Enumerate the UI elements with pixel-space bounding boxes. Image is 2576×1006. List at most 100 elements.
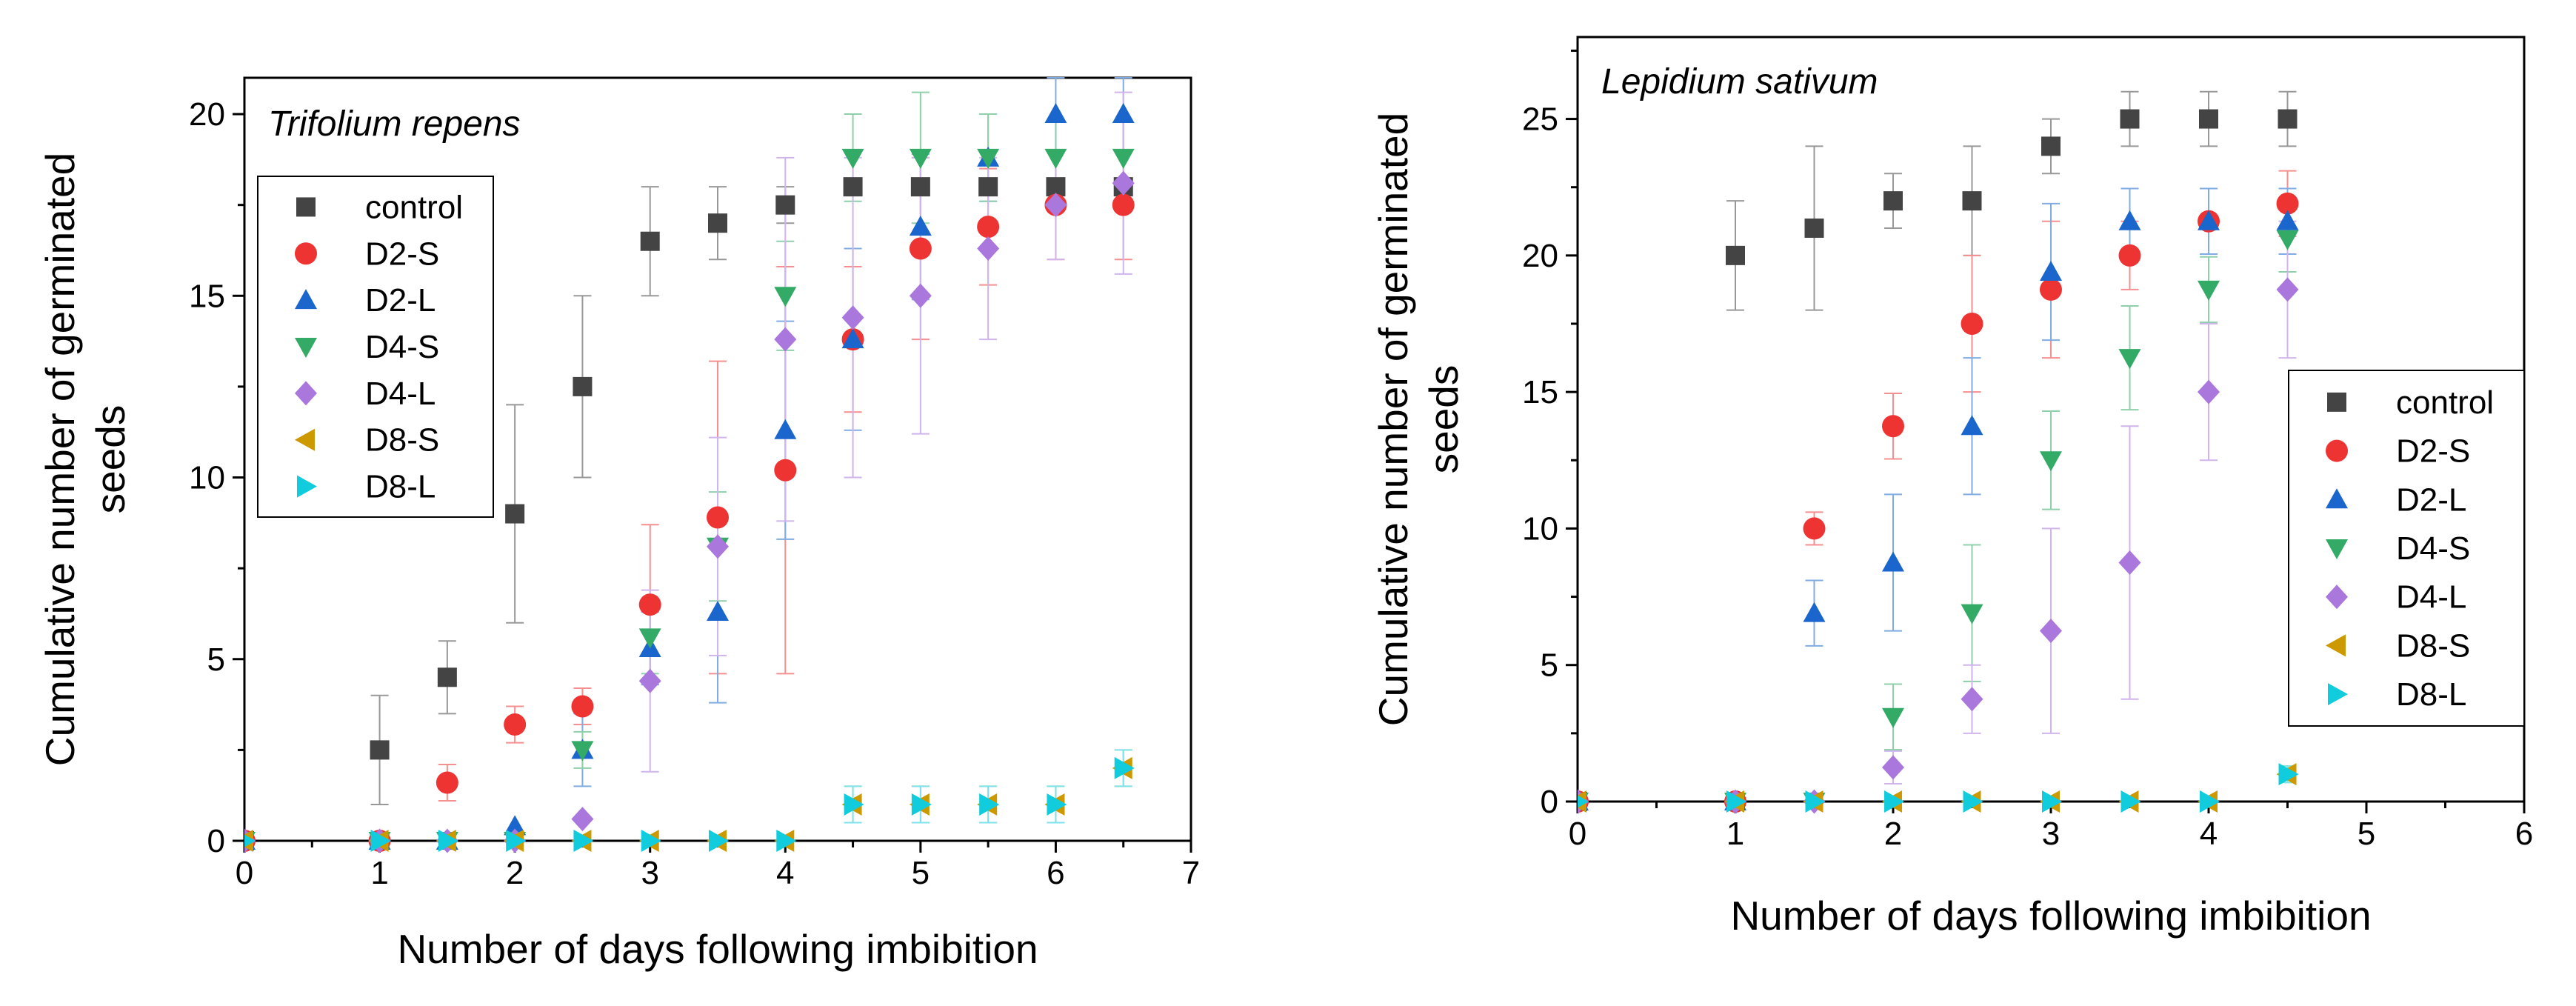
data-point <box>638 593 661 616</box>
legend-item: D8-S <box>2326 627 2470 664</box>
data-point <box>1803 517 1826 540</box>
data-point <box>709 830 729 852</box>
data-point <box>841 305 864 330</box>
data-point <box>977 236 1000 262</box>
data-point <box>370 830 391 852</box>
data-point <box>370 740 390 760</box>
data-point <box>909 283 932 308</box>
data-point <box>979 793 1000 816</box>
data-point <box>1961 604 1983 624</box>
series-D8-S <box>1578 763 2297 813</box>
legend-item: D8-L <box>2328 676 2466 713</box>
legend-item: D8-L <box>297 469 436 505</box>
y-axis-label-line-1: Cumulative number of germinated <box>37 153 83 766</box>
y-tick-label: 10 <box>189 460 225 496</box>
data-point <box>909 237 932 260</box>
legend-item: D2-S <box>295 236 439 272</box>
legend-label: D8-S <box>365 422 439 459</box>
legend-label: D4-S <box>2396 530 2470 567</box>
x-tick-label: 2 <box>1884 816 1902 852</box>
data-point <box>573 376 593 396</box>
y-axis-label-line-1: Cumulative number of germinated <box>1370 113 1416 726</box>
data-point <box>638 668 661 693</box>
legend-marker <box>295 381 317 406</box>
legend-item: D2-L <box>2326 482 2466 518</box>
data-point <box>977 216 1000 239</box>
data-point <box>504 815 527 836</box>
data-point <box>774 287 797 307</box>
error-bars-D4-S <box>1884 205 2297 750</box>
legend-marker <box>295 289 317 310</box>
x-tick-label: 3 <box>641 855 658 891</box>
y-tick-label: 20 <box>1522 238 1558 274</box>
data-point <box>1044 148 1067 169</box>
data-point <box>2276 277 2299 302</box>
data-point <box>1882 707 1904 728</box>
data-point <box>1883 191 1903 211</box>
y-tick-label: 0 <box>207 823 225 859</box>
data-point <box>2042 790 2062 813</box>
x-tick-label: 1 <box>1726 816 1744 852</box>
legend-item: D4-L <box>295 376 436 412</box>
legend-label: D4-S <box>365 329 439 365</box>
y-tick-label: 5 <box>1541 647 1558 684</box>
data-point <box>2278 763 2299 786</box>
data-point <box>1112 170 1135 196</box>
data-point <box>2199 109 2218 129</box>
data-point <box>774 459 797 482</box>
chart-title: Lepidium sativum <box>1601 62 1878 101</box>
series-D2-L <box>1578 210 2299 810</box>
data-point <box>909 148 932 169</box>
data-point <box>708 213 727 233</box>
y-axis-label-line-2: seeds <box>87 405 133 514</box>
x-tick-label: 1 <box>370 855 388 891</box>
data-point <box>505 504 525 524</box>
data-point <box>2200 790 2220 813</box>
data-point <box>707 506 729 529</box>
x-tick-label: 2 <box>506 855 524 891</box>
legend-label: D4-L <box>2396 579 2466 616</box>
legend-item: D4-L <box>2326 579 2466 616</box>
data-point <box>244 834 256 847</box>
data-point <box>1882 415 1904 438</box>
legend-item: D2-L <box>295 282 436 319</box>
data-point <box>437 667 457 687</box>
data-point <box>506 830 527 852</box>
error-bars-D8-L <box>844 749 1132 824</box>
data-point <box>1803 602 1826 622</box>
x-tick-label: 6 <box>2515 816 2533 852</box>
data-point <box>2276 192 2299 215</box>
data-point <box>977 148 1000 169</box>
series-D4-L <box>1578 277 2299 814</box>
legend-marker <box>2326 488 2348 509</box>
legend-box <box>2288 370 2525 727</box>
data-point <box>1961 415 1983 436</box>
data-point <box>1963 790 1983 813</box>
x-tick-label: 4 <box>776 855 794 891</box>
data-point <box>707 601 729 621</box>
data-point <box>1884 790 1904 813</box>
data-point <box>2118 210 2141 230</box>
legend-marker <box>295 242 317 265</box>
legend-marker <box>296 197 316 217</box>
legend: control D2-S D2-L D4-S D4-L D8-S D8-L <box>257 176 494 518</box>
data-point <box>774 419 797 439</box>
legend-marker <box>2328 683 2348 706</box>
data-point <box>571 695 594 718</box>
legend-marker <box>2326 634 2346 657</box>
legend-marker <box>295 428 315 451</box>
legend-marker <box>2326 584 2348 610</box>
data-point <box>841 148 864 169</box>
data-point <box>2276 210 2299 230</box>
y-tick-label: 0 <box>1541 784 1558 820</box>
data-point <box>571 807 594 832</box>
data-point <box>1804 219 1824 238</box>
data-point <box>909 216 932 236</box>
data-point <box>1112 103 1135 124</box>
legend-item: D8-S <box>295 422 439 459</box>
legend-marker <box>2326 439 2348 462</box>
error-bars-D4-L <box>1884 220 2297 785</box>
y-axis-label: Cumulative number of germinated seeds <box>37 153 133 766</box>
x-tick-label: 0 <box>236 855 253 891</box>
y-tick-label: 5 <box>207 642 225 678</box>
